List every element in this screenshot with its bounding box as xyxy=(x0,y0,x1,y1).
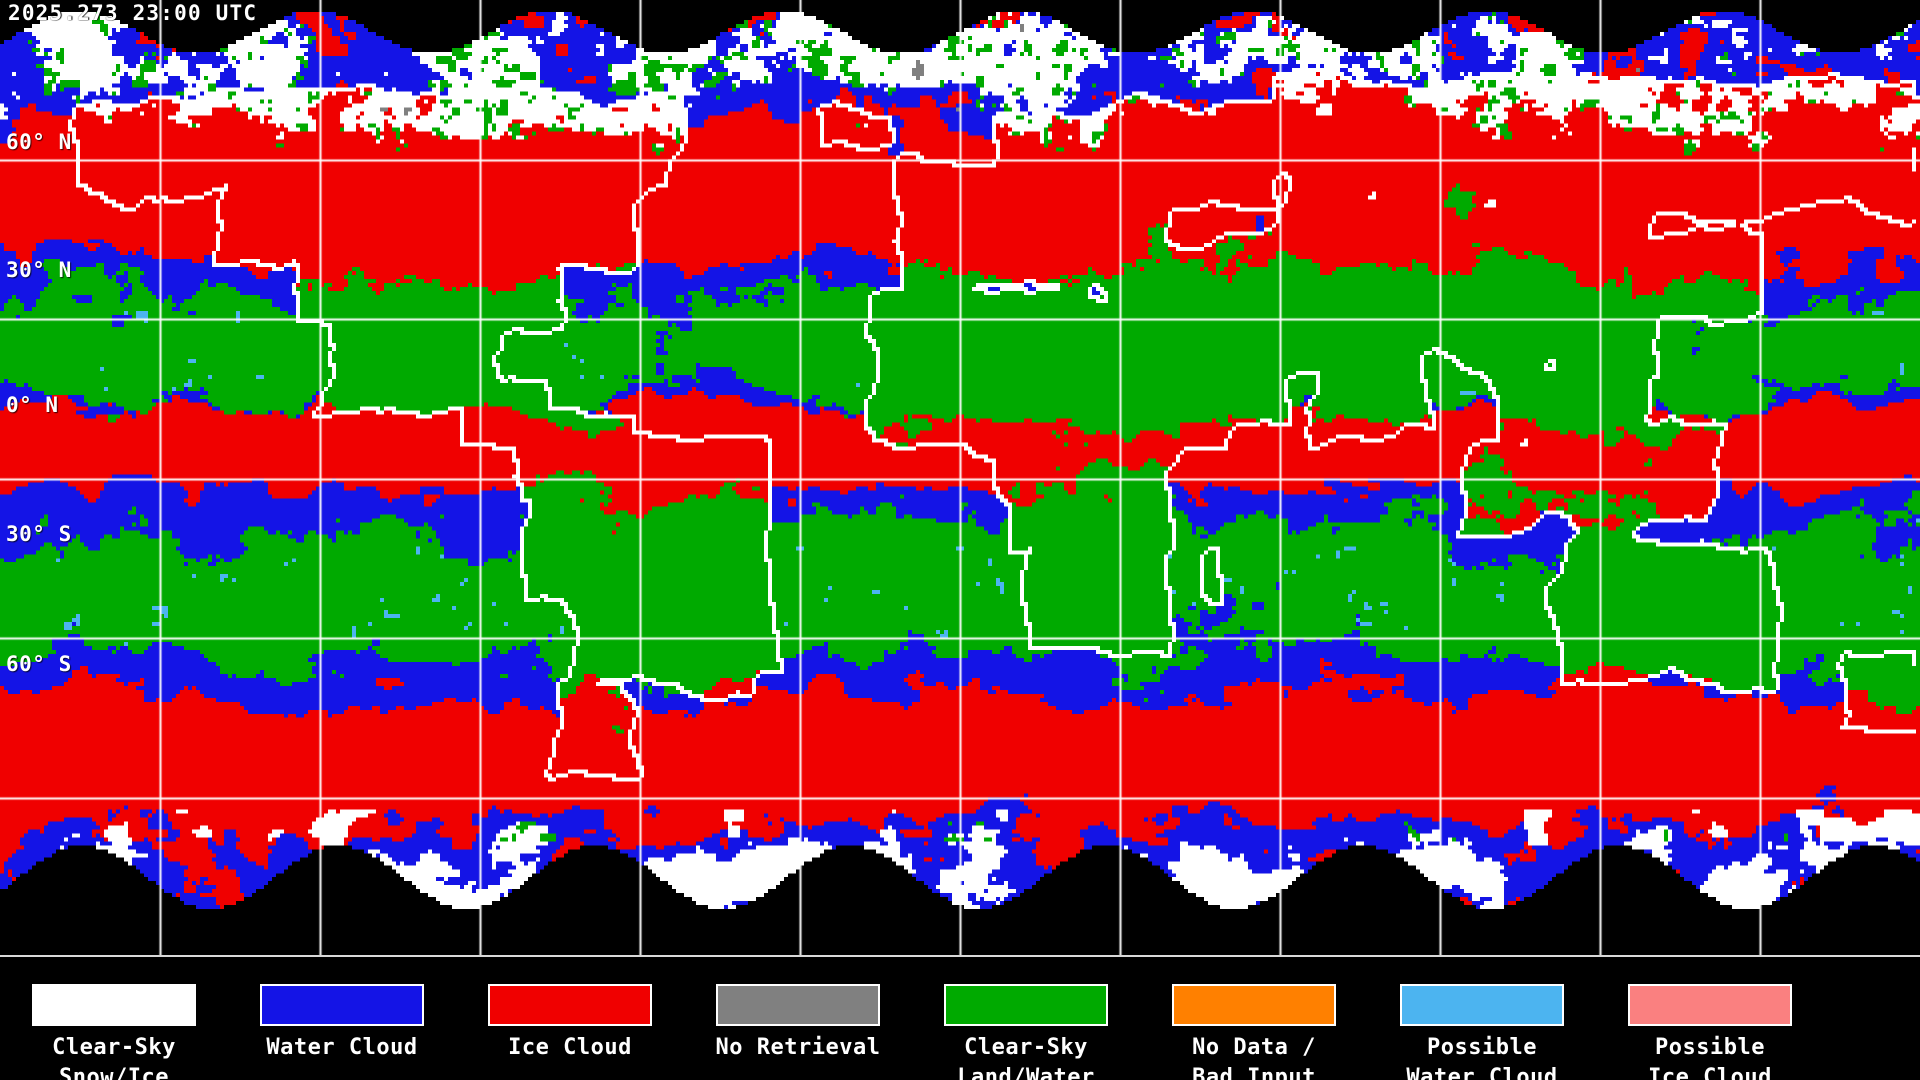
legend-label-ice-cloud: Ice Cloud xyxy=(508,1035,632,1060)
legend-label-no-retrieval: No Retrieval xyxy=(715,1035,881,1060)
legend-item-no-retrieval[interactable]: No Retrieval xyxy=(684,984,912,1063)
legend-swatch-no-retrieval xyxy=(716,984,880,1026)
legend-label-possible-water-cloud: Possible xyxy=(1427,1035,1537,1060)
global-cloud-mask-map[interactable]: 2025.273 23:00 UTC 60° N 30° N 0° N 30° S 60… xyxy=(0,0,1920,957)
legend-swatch-no-data-bad-input xyxy=(1172,984,1336,1026)
legend-item-clear-sky-snow-ice[interactable]: Clear-Sky Snow/Ice xyxy=(0,984,228,1080)
legend-swatch-water-cloud xyxy=(260,984,424,1026)
legend-item-possible-water-cloud[interactable]: Possible Water Cloud xyxy=(1368,984,1596,1080)
legend-swatch-ice-cloud xyxy=(488,984,652,1026)
legend-label2-no-data-bad-input: Bad Input xyxy=(1192,1065,1316,1080)
legend-item-water-cloud[interactable]: Water Cloud xyxy=(228,984,456,1063)
legend-label2-clear-sky-land-water: Land/Water xyxy=(957,1065,1095,1080)
legend-label-water-cloud: Water Cloud xyxy=(266,1035,418,1060)
legend-label-no-data-bad-input: No Data / xyxy=(1192,1035,1316,1060)
legend-label2-clear-sky-snow-ice: Snow/Ice xyxy=(59,1065,169,1080)
legend-label2-possible-ice-cloud: Ice Cloud xyxy=(1648,1065,1772,1080)
legend-swatch-possible-water-cloud xyxy=(1400,984,1564,1026)
legend-item-no-data-bad-input[interactable]: No Data / Bad Input xyxy=(1140,984,1368,1080)
legend-swatch-clear-sky-snow-ice xyxy=(32,984,196,1026)
legend-item-ice-cloud[interactable]: Ice Cloud xyxy=(456,984,684,1063)
legend-swatch-clear-sky-land-water xyxy=(944,984,1108,1026)
legend: Clear-Sky Snow/Ice Water Cloud Ice Cloud No … xyxy=(0,957,1920,1080)
map-raster xyxy=(0,0,1920,957)
legend-item-clear-sky-land-water[interactable]: Clear-Sky Land/Water xyxy=(912,984,1140,1080)
legend-swatch-possible-ice-cloud xyxy=(1628,984,1792,1026)
legend-label2-possible-water-cloud: Water Cloud xyxy=(1406,1065,1558,1080)
map-bottom-border xyxy=(0,955,1920,957)
legend-item-possible-ice-cloud[interactable]: Possible Ice Cloud xyxy=(1596,984,1824,1080)
legend-label-possible-ice-cloud: Possible xyxy=(1655,1035,1765,1060)
legend-label-clear-sky-snow-ice: Clear-Sky xyxy=(52,1035,176,1060)
legend-label-clear-sky-land-water: Clear-Sky xyxy=(964,1035,1088,1060)
